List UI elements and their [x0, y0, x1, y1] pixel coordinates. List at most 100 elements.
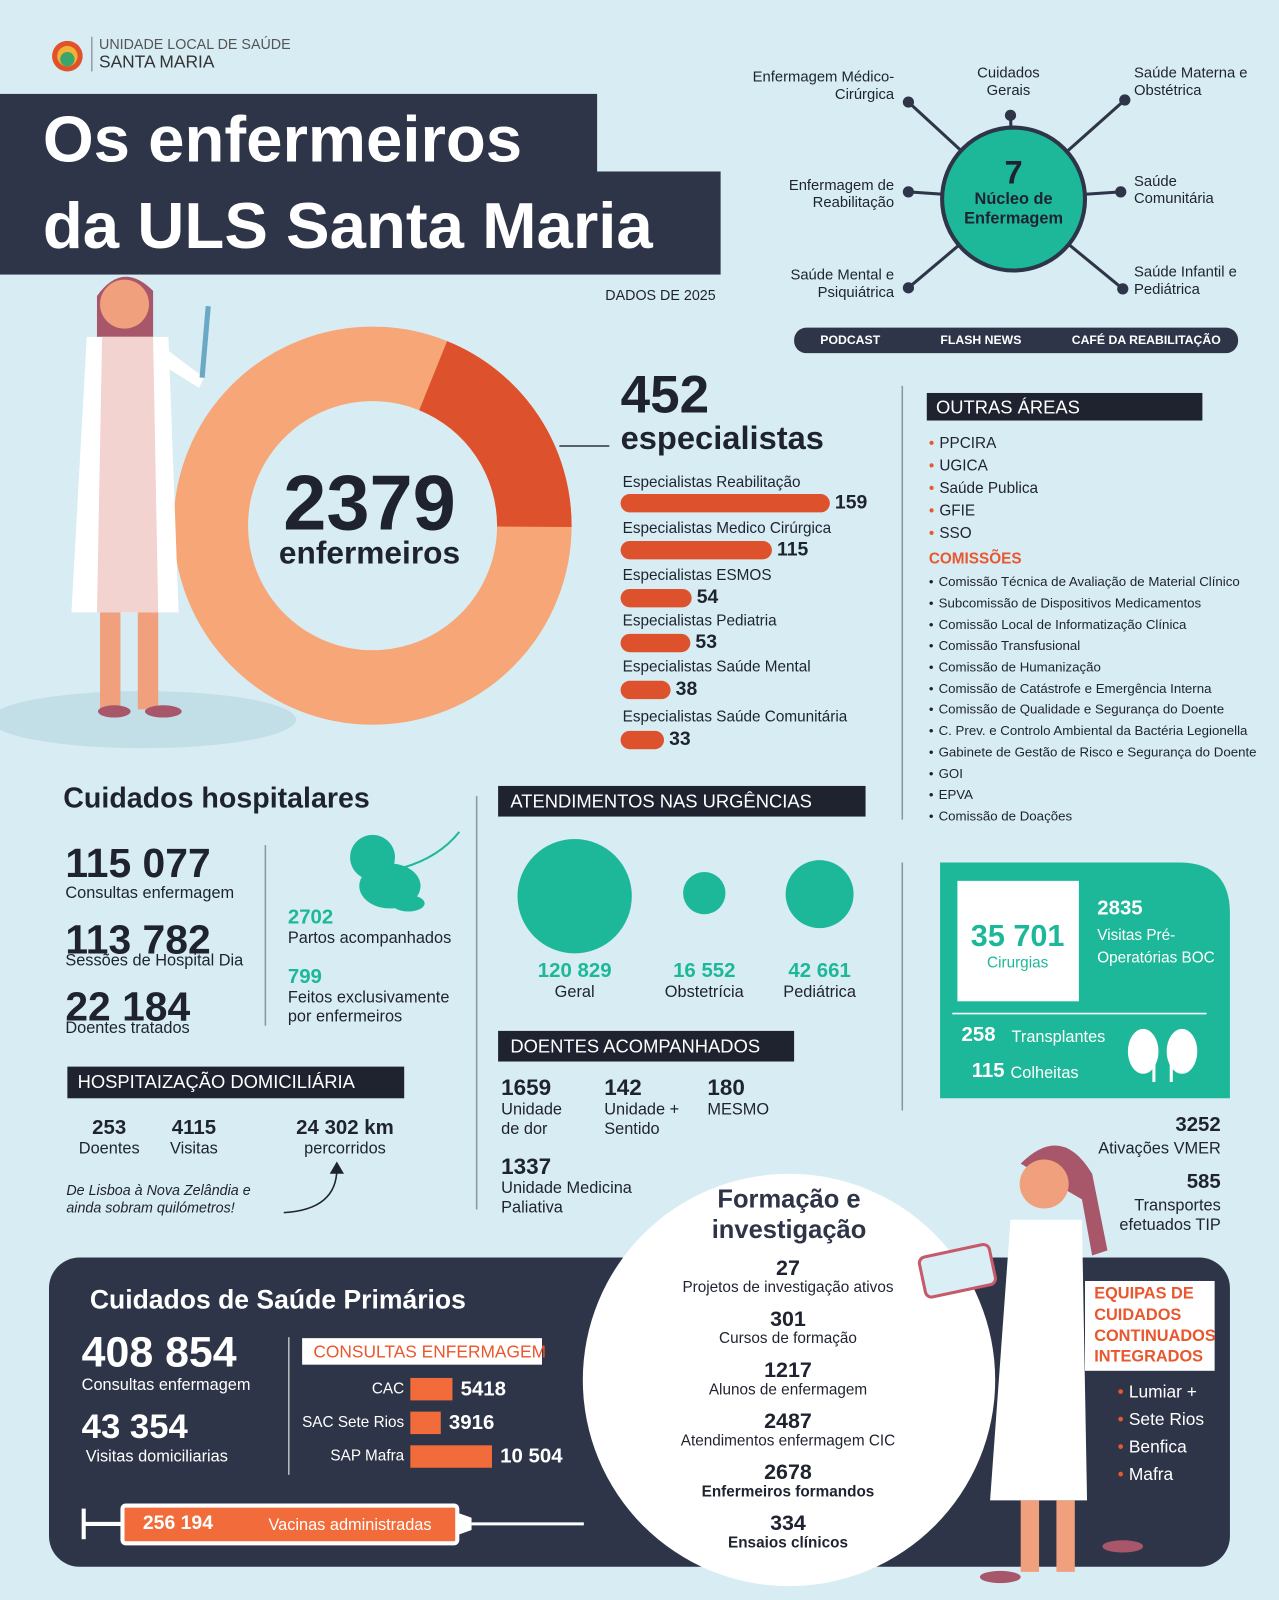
nurse-illustration [917, 1145, 1144, 1584]
stat-label: Alunos de enfermagem [708, 1381, 868, 1399]
title-band [0, 171, 721, 275]
stat-label: Visitas [170, 1140, 218, 1158]
list-item: Sete Rios [1118, 1410, 1204, 1431]
stat-value: 115 [971, 1059, 1005, 1082]
bar [410, 1377, 453, 1401]
stat-label: Visitas Pré-Operatórias BOC [1097, 926, 1215, 967]
stat-label: MESMO [707, 1101, 770, 1119]
stat-label: Unidade de dor [501, 1101, 563, 1139]
bar-value: 3916 [448, 1411, 495, 1435]
bar-value: 10 504 [500, 1445, 563, 1468]
bar [620, 633, 691, 653]
bar [410, 1445, 492, 1468]
section-title: OUTRAS ÁREAS [935, 397, 1080, 418]
stat-label: Ensaios clínicos [727, 1534, 848, 1552]
especialistas-label: especialistas [620, 419, 824, 457]
nucleo-area: Saúde Mental e Psiquiátrica [790, 267, 895, 302]
bubble [785, 860, 854, 929]
section-title: COMISSÕES [928, 550, 1022, 568]
list-item: Comissão de Doações [929, 808, 1073, 824]
section-title: DOENTES ACOMPANHADOS [510, 1036, 761, 1057]
stat-value: 22 184 [65, 984, 191, 1030]
list-item: GFIE [929, 502, 975, 520]
nucleo-area: Enfermagem de Reabilitação [788, 177, 895, 212]
stat-label: Ativações VMER [1098, 1140, 1221, 1158]
stat-label: Atendimentos enfermagem CIC [680, 1432, 896, 1450]
bar [620, 540, 772, 560]
bar-value: 53 [695, 631, 718, 654]
bar-value: 159 [834, 491, 868, 514]
stat-label: Sessões de Hospital Dia [65, 952, 244, 970]
kidneys-icon [1127, 1028, 1198, 1082]
bubble-label: Geral [554, 983, 595, 1002]
bar-label: Especialistas Reabilitação [622, 473, 801, 491]
list-item: Benfica [1118, 1437, 1187, 1458]
title: Os enfermeiros [42, 102, 523, 176]
bar-label: Especialistas Saúde Mental [622, 658, 811, 676]
fetus-icon [350, 831, 461, 912]
bar-label: SAC Sete Rios [302, 1413, 405, 1432]
stat-label: Cursos de formação [719, 1329, 857, 1348]
list-item: C. Prev. e Controlo Ambiental da Bactéri… [929, 723, 1248, 739]
bubble [683, 871, 726, 915]
stat-label: Doentes tratados [65, 1019, 190, 1038]
stat-value: 43 354 [81, 1407, 188, 1447]
list-item: GOI [929, 766, 963, 782]
stat-label: Doentes [78, 1140, 140, 1158]
stat-label: Vacinas administradas [268, 1516, 432, 1535]
stat-label: Cirurgias [987, 954, 1049, 972]
label-box [1085, 1280, 1215, 1371]
stat-value: 180 [707, 1074, 745, 1101]
stat-value: 115 077 [65, 841, 211, 886]
stat-value: 585 [1186, 1170, 1221, 1194]
bubble-value: 120 829 [537, 959, 612, 982]
formacao-circle [582, 1173, 996, 1587]
nucleo-area: Cuidados Gerais [977, 65, 1040, 100]
tab: CAFÉ DA REABILITAÇÃO [1071, 332, 1221, 348]
bar [620, 588, 692, 608]
list-item: Comissão de Humanização [929, 659, 1101, 675]
nucleo-count: 7 [1004, 154, 1023, 191]
label-box [926, 392, 1203, 421]
list-item: Subcomissão de Dispositivos Medicamentos [929, 595, 1202, 611]
stat-label: Unidade Medicina Paliativa [501, 1179, 632, 1217]
stat-label: Colheitas [1010, 1064, 1079, 1082]
section-title: CONSULTAS ENFERMAGEM [313, 1342, 547, 1362]
bar [620, 730, 665, 750]
nucleo-area: Saúde Comunitária [1133, 173, 1214, 208]
section-title: HOSPITAIZAÇÃO DOMICILIÁRIA [77, 1071, 355, 1093]
stat-label: Projetos de investigação ativos [682, 1278, 894, 1297]
tab: PODCAST [820, 332, 881, 348]
list-item: Gabinete de Gestão de Risco e Segurança … [929, 744, 1257, 760]
list-item: Mafra [1118, 1465, 1173, 1486]
bar-value: 38 [675, 678, 698, 701]
nucleo-label: Núcleo de Enfermagem [964, 190, 1064, 228]
section-title: ATENDIMENTOS NAS URGÊNCIAS [510, 791, 812, 812]
separators [264, 385, 904, 1210]
list-item: Comissão Local de Informatização Clínica [929, 616, 1187, 632]
org-name: UNIDADE LOCAL DE SAÚDE [99, 35, 291, 53]
stat-label: Consultas enfermagem [65, 884, 235, 903]
list-item: UGICA [929, 457, 987, 475]
bar [620, 680, 671, 700]
bar-value: 54 [696, 586, 719, 609]
list-item: Comissão de Qualidade e Segurança do Doe… [929, 702, 1224, 718]
title: da ULS Santa Maria [42, 188, 653, 263]
bar [410, 1411, 441, 1435]
csp-bars [410, 1377, 492, 1468]
nucleo-circle [940, 125, 1088, 273]
donut-segment [418, 341, 572, 528]
stat-value: 27 [776, 1256, 800, 1280]
bar-label: Especialistas Saúde Comunitária [622, 708, 848, 726]
bubble [517, 839, 632, 954]
arrow [283, 1168, 338, 1214]
label-box [498, 1030, 795, 1062]
bar [620, 494, 830, 513]
floor-shadow [0, 691, 296, 749]
section-title: EQUIPAS DE CUIDADOS CONTINUADOS INTEGRAD… [1094, 1285, 1216, 1367]
bar-label: CAC [371, 1379, 405, 1398]
stat-label: Transportes efetuados TIP [1119, 1197, 1221, 1235]
stat-value: 1217 [764, 1358, 812, 1383]
bar-label: Especialistas Pediatria [622, 612, 777, 630]
